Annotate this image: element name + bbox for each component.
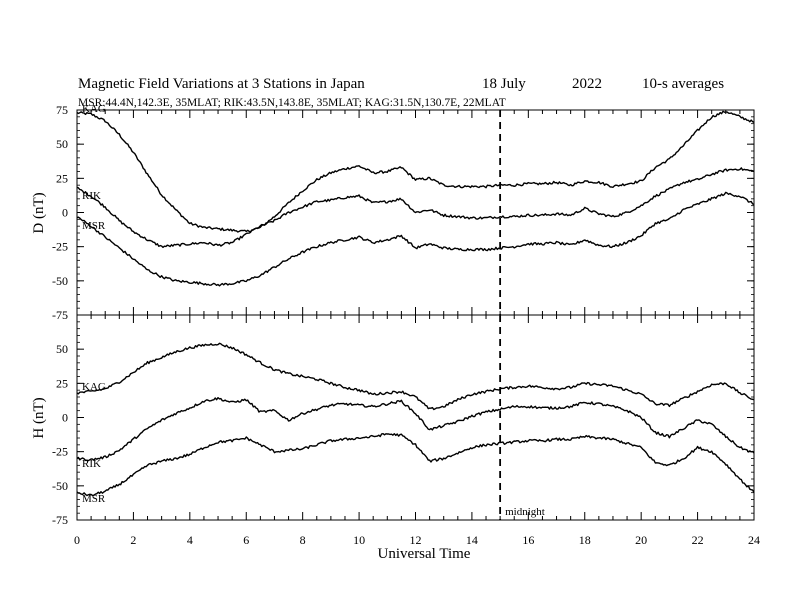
midnight-label: midnight (505, 506, 545, 518)
x-tick-label: 12 (410, 533, 422, 547)
x-tick-label: 16 (522, 533, 534, 547)
y-tick-label: 50 (56, 137, 68, 151)
y-tick-label: -50 (52, 274, 68, 288)
panel-d: 75 50 25 0 -25 -50 -75 KAG RIK MSR (52, 103, 755, 322)
series-label-msr: MSR (82, 493, 106, 505)
chart-averaging: 10-s averages (642, 76, 724, 92)
series-label-rik: RIK (82, 458, 101, 470)
series-label-kag: KAG (82, 103, 106, 115)
y-tick-label: -50 (52, 479, 68, 493)
chart-year: 2022 (572, 76, 602, 92)
series-line-rik (76, 397, 755, 462)
y-tick-label: -75 (52, 513, 68, 527)
x-tick-label: 18 (579, 533, 591, 547)
x-tick-label: 0 (74, 533, 80, 547)
series-line-msr (76, 433, 755, 497)
x-tick-label: 2 (130, 533, 136, 547)
y-tick-label: 0 (62, 206, 68, 220)
x-tick-label: 20 (635, 533, 647, 547)
y-tick-label: 50 (56, 342, 68, 356)
x-tick-label: 10 (353, 533, 365, 547)
y-tick-label: 75 (56, 103, 68, 117)
x-tick-label: 4 (187, 533, 193, 547)
series-label-rik: RIK (82, 190, 101, 202)
x-tick-label: 24 (748, 533, 760, 547)
series-line-kag (76, 342, 755, 411)
x-tick-label: 8 (300, 533, 306, 547)
d-axis-label: D (nT) (31, 192, 47, 233)
series-line-msr (76, 191, 755, 287)
y-tick-label: 25 (56, 171, 68, 185)
y-tick-label: 25 (56, 376, 68, 390)
y-tick-label: 0 (62, 411, 68, 425)
x-tick-label: 22 (692, 533, 704, 547)
chart-date: 18 July (482, 76, 526, 92)
series-label-kag: KAG (82, 381, 106, 393)
series-label-msr: MSR (82, 220, 106, 232)
x-axis-label: Universal Time (378, 546, 471, 562)
chart-title: Magnetic Field Variations at 3 Stations … (78, 76, 365, 92)
x-tick-label: 14 (466, 533, 478, 547)
stations-info: MSR:44.4N,142.3E, 35MLAT; RIK:43.5N,143.… (78, 97, 506, 109)
h-axis-label: H (nT) (31, 397, 47, 438)
y-tick-label: -75 (52, 308, 68, 322)
y-tick-label: -25 (52, 240, 68, 254)
series-line-rik (76, 167, 755, 249)
series-line-kag (76, 110, 755, 233)
y-tick-label: -25 (52, 445, 68, 459)
panel-frame (76, 314, 755, 521)
x-tick-label: 6 (243, 533, 249, 547)
